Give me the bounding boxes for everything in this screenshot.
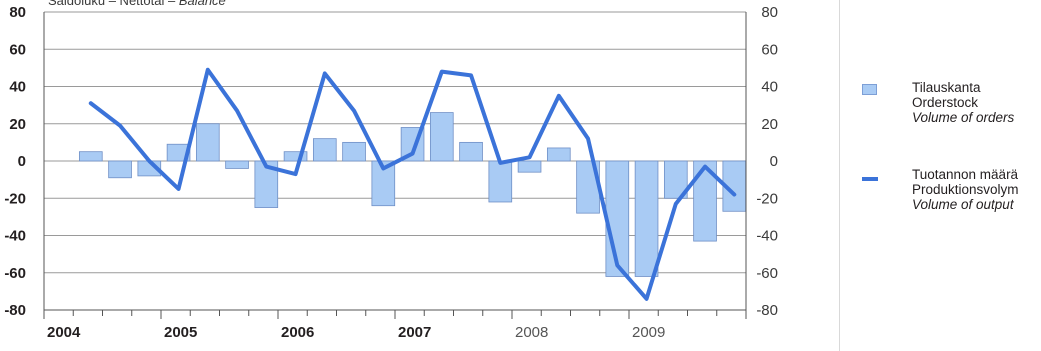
legend-swatch-orders: [862, 84, 877, 95]
bar-2005Q1: [195, 123, 220, 162]
bar-2007Q4: [517, 160, 542, 173]
y-label-left-0: -80: [4, 302, 26, 319]
bar-2007Q3: [488, 160, 513, 203]
legend-text-output: Tuotannon määrä Produktionsvolym Volume …: [912, 167, 1019, 212]
legend-orders-line3: Volume of orders: [912, 110, 1015, 125]
legend-output-line3: Volume of output: [912, 197, 1014, 212]
bar-2009Q1: [663, 160, 688, 199]
bar-2004Q4: [166, 143, 191, 162]
panel-divider: [839, 0, 840, 351]
legend-orders-line2: Orderstock: [912, 95, 979, 110]
legend-output-line1: Tuotannon määrä: [912, 167, 1019, 182]
bar-2004Q1: [78, 151, 103, 162]
chart: Saldoluku – Nettotal – Balance -80 -60 -40…: [4, 0, 778, 341]
bar-2009Q2: [693, 160, 717, 242]
y-label-right-5: 20: [761, 116, 778, 133]
line-output: [88, 67, 737, 301]
y-label-left-8: 80: [9, 4, 26, 21]
y-label-right-7: 60: [761, 41, 778, 58]
caption-prefix: Saldoluku – Nettotal –: [48, 0, 179, 8]
bar-2006Q2: [342, 141, 366, 162]
bar-2008Q1: [546, 147, 571, 162]
bar-2008Q4: [634, 160, 659, 277]
year-label-2007: 2007: [398, 324, 431, 341]
year-label-2004: 2004: [47, 324, 81, 341]
y-label-right-3: -20: [756, 190, 778, 207]
y-axis-left-labels: -80 -60 -40 -20 0 20 40 60 80: [4, 4, 26, 319]
bar-2007Q2: [459, 141, 483, 162]
axes: [43, 12, 747, 319]
bar-2006Q1: [312, 138, 337, 162]
year-label-2008: 2008: [515, 324, 548, 341]
y-label-left-5: 20: [9, 116, 26, 133]
y-label-right-6: 40: [761, 79, 778, 96]
year-label-2005: 2005: [164, 324, 197, 341]
y-label-right-4: 0: [770, 153, 778, 170]
legend-swatch-output: [862, 177, 878, 181]
y-label-left-3: -20: [4, 190, 26, 207]
y-label-right-1: -60: [756, 265, 778, 282]
bars-orders: [78, 112, 747, 277]
y-label-left-7: 60: [9, 41, 26, 58]
y-label-left-4: 0: [18, 153, 26, 170]
x-axis-year-labels: 2004 2005 2006 2007 2008 2009: [47, 324, 665, 341]
bar-2004Q2: [108, 160, 132, 179]
chart-caption: Saldoluku – Nettotal – Balance: [48, 0, 226, 8]
y-label-right-0: -80: [756, 302, 778, 319]
legend-output-line2: Produktionsvolym: [912, 182, 1019, 197]
year-label-2009: 2009: [632, 324, 665, 341]
y-label-left-2: -40: [4, 228, 26, 245]
bar-2007Q1: [429, 112, 454, 162]
y-label-left-6: 40: [9, 79, 26, 96]
y-label-left-1: -60: [4, 265, 26, 282]
bar-2006Q3: [371, 160, 396, 207]
bar-2005Q4: [283, 151, 308, 162]
year-label-2006: 2006: [281, 324, 314, 341]
legend-text-orders: Tilauskanta Orderstock Volume of orders: [912, 80, 1014, 125]
y-label-right-8: 80: [761, 4, 778, 21]
legend-orders-line1: Tilauskanta: [912, 80, 981, 95]
y-label-right-2: -40: [756, 228, 778, 245]
bar-2005Q2: [225, 160, 249, 169]
caption-italic: Balance: [179, 0, 226, 8]
bar-2005Q3: [254, 160, 279, 208]
y-axis-right-labels: -80 -60 -40 -20 0 20 40 60 80: [756, 4, 778, 319]
